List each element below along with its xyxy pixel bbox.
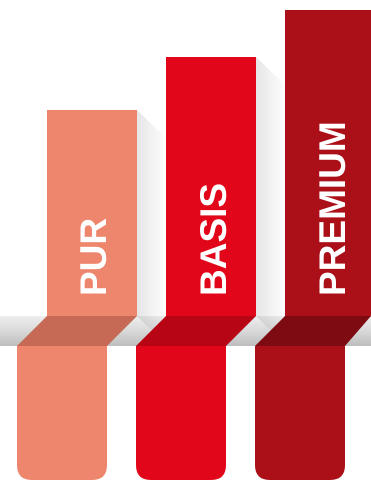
ribbon-top [285,10,371,316]
ribbon-premium: PREMIUM [255,10,371,480]
ribbon-top [47,110,137,316]
ribbon-bottom [255,346,345,480]
ribbon-shadow [137,110,168,346]
ribbon-fold [17,316,137,346]
ribbon-label-premium: PREMIUM [312,121,353,296]
ribbon-fold [136,316,256,346]
ribbon-top [166,57,256,316]
ribbon-shadow [256,57,287,346]
ribbon-label-basis: BASIS [193,183,234,296]
ribbon-pur: PUR [17,110,168,480]
ribbon-bottom [136,346,226,480]
ribbon-bottom [17,346,107,480]
ribbon-basis: BASIS [136,57,287,480]
ribbon-fold [255,316,371,346]
ribbon-label-pur: PUR [73,218,114,296]
